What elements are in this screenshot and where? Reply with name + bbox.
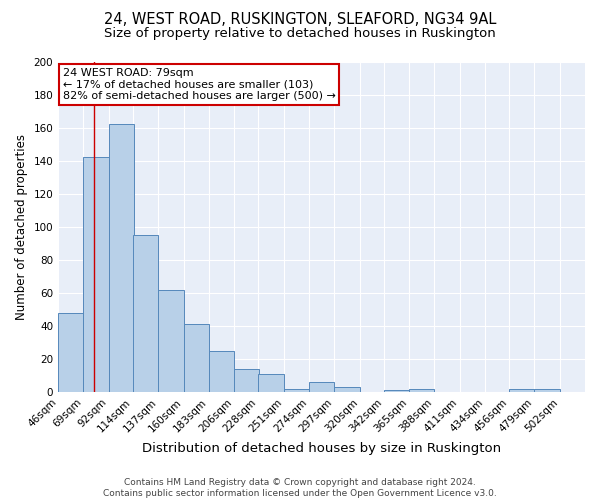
Bar bbox=[209, 350, 234, 392]
Bar bbox=[259, 374, 284, 392]
Bar bbox=[83, 158, 109, 392]
Bar bbox=[284, 388, 309, 392]
Bar bbox=[334, 387, 359, 392]
Bar bbox=[158, 290, 184, 392]
Bar bbox=[409, 388, 434, 392]
Text: Size of property relative to detached houses in Ruskington: Size of property relative to detached ho… bbox=[104, 28, 496, 40]
X-axis label: Distribution of detached houses by size in Ruskington: Distribution of detached houses by size … bbox=[142, 442, 501, 455]
Bar bbox=[309, 382, 334, 392]
Bar bbox=[184, 324, 209, 392]
Bar bbox=[58, 312, 83, 392]
Text: 24, WEST ROAD, RUSKINGTON, SLEAFORD, NG34 9AL: 24, WEST ROAD, RUSKINGTON, SLEAFORD, NG3… bbox=[104, 12, 496, 28]
Bar bbox=[109, 124, 134, 392]
Text: Contains HM Land Registry data © Crown copyright and database right 2024.
Contai: Contains HM Land Registry data © Crown c… bbox=[103, 478, 497, 498]
Y-axis label: Number of detached properties: Number of detached properties bbox=[15, 134, 28, 320]
Bar bbox=[535, 388, 560, 392]
Bar bbox=[234, 369, 259, 392]
Bar bbox=[509, 388, 535, 392]
Text: 24 WEST ROAD: 79sqm
← 17% of detached houses are smaller (103)
82% of semi-detac: 24 WEST ROAD: 79sqm ← 17% of detached ho… bbox=[62, 68, 335, 102]
Bar bbox=[384, 390, 409, 392]
Bar bbox=[133, 235, 158, 392]
